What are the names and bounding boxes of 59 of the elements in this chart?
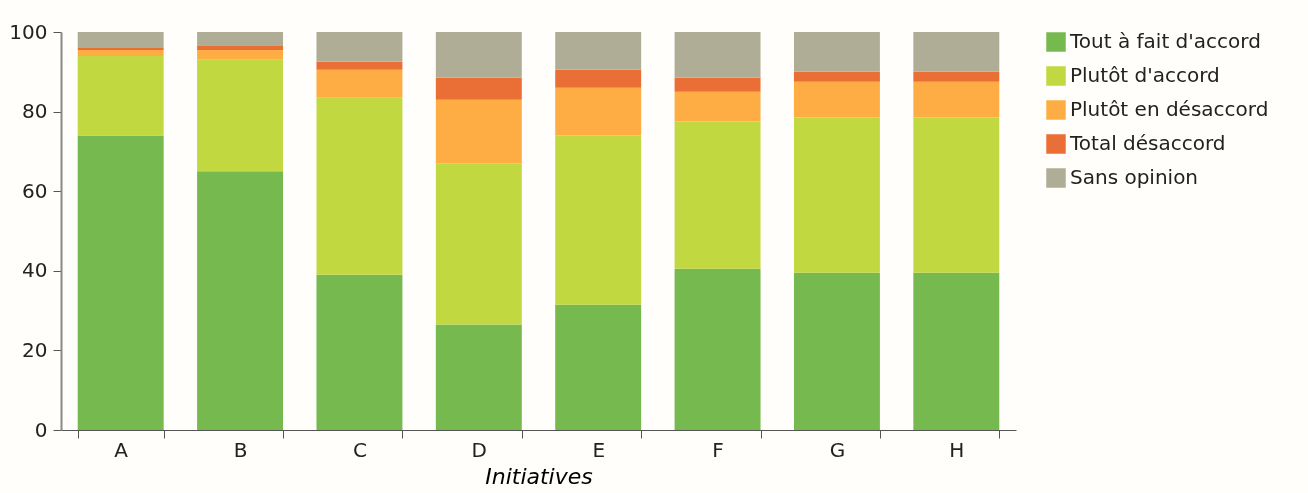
bar: [197, 171, 284, 430]
legend-label: Plutôt d'accord: [1070, 63, 1220, 87]
bar: [555, 135, 642, 305]
x-tick-label: C: [352, 437, 367, 462]
bar: [197, 32, 284, 46]
bar: [197, 49, 284, 60]
bar: [316, 61, 403, 70]
legend-label: Tout à fait d'accord: [1069, 29, 1261, 53]
bar: [555, 69, 642, 88]
x-tick-label: H: [949, 437, 965, 462]
bar: [316, 97, 403, 275]
y-tick-label: 20: [22, 337, 48, 362]
bar: [197, 45, 284, 50]
legend-label: Plutôt en désaccord: [1070, 97, 1269, 121]
bar: [435, 77, 522, 100]
x-axis-title: Initiatives: [485, 463, 593, 489]
bar: [435, 324, 522, 430]
bar: [913, 81, 1000, 118]
bar: [435, 32, 522, 78]
bar: [793, 272, 880, 430]
x-tick-label: F: [712, 437, 724, 462]
bar: [316, 69, 403, 98]
bar: [316, 274, 403, 430]
bar: [913, 32, 1000, 72]
bar: [77, 49, 164, 56]
bar: [913, 272, 1000, 430]
bar: [674, 268, 761, 430]
bar: [435, 99, 522, 164]
y-tick-label: 0: [34, 417, 48, 442]
bar: [77, 135, 164, 430]
bar: [197, 59, 284, 172]
bar: [316, 32, 403, 62]
bar: [77, 55, 164, 136]
bar: [674, 91, 761, 122]
x-tick-label: E: [592, 437, 606, 462]
x-tick-label: A: [114, 437, 129, 462]
bar: [77, 32, 164, 48]
bar: [555, 304, 642, 430]
y-tick-label: 40: [22, 258, 48, 283]
bar: [913, 117, 1000, 273]
bar: [793, 117, 880, 273]
bar: [555, 87, 642, 136]
y-tick-label: 60: [22, 178, 48, 203]
bar: [793, 81, 880, 118]
x-tick-label: D: [471, 437, 488, 462]
legend-label: Sans opinion: [1070, 165, 1199, 189]
bar: [913, 71, 1000, 82]
x-tick-label: B: [233, 437, 248, 462]
bar: [435, 163, 522, 325]
bar: [793, 32, 880, 72]
bar: [674, 32, 761, 78]
legend-label: Total désaccord: [1069, 131, 1226, 155]
x-tick-label: G: [829, 437, 846, 462]
bar: [674, 121, 761, 269]
bar: [793, 71, 880, 82]
y-tick-label: 80: [22, 99, 48, 124]
y-tick-label: 100: [9, 19, 48, 44]
bar: [674, 77, 761, 92]
bar: [555, 32, 642, 70]
